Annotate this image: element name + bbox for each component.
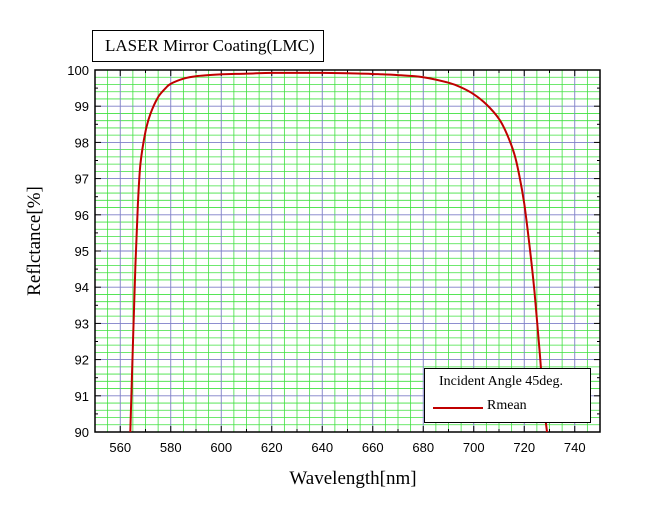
y-tick-label: 95 <box>75 244 89 259</box>
x-tick-label: 700 <box>463 440 485 455</box>
x-tick-label: 580 <box>160 440 182 455</box>
y-tick-label: 91 <box>75 389 89 404</box>
x-tick-label: 740 <box>564 440 586 455</box>
chart-title: LASER Mirror Coating(LMC) <box>92 30 324 62</box>
y-tick-label: 93 <box>75 316 89 331</box>
y-axis-label: Reflctance[%] <box>24 186 45 296</box>
y-tick-label: 90 <box>75 425 89 440</box>
y-tick-label: 97 <box>75 172 89 187</box>
x-tick-label: 720 <box>513 440 535 455</box>
legend: Incident Angle 45deg. Rmean <box>424 368 591 423</box>
y-tick-label: 98 <box>75 135 89 150</box>
legend-title: Incident Angle 45deg. <box>439 374 564 389</box>
x-tick-label: 620 <box>261 440 283 455</box>
x-tick-label: 600 <box>210 440 232 455</box>
y-tick-label: 92 <box>75 353 89 368</box>
y-tick-label: 99 <box>75 99 89 114</box>
x-tick-label: 680 <box>412 440 434 455</box>
legend-swatch-rmean <box>433 407 483 409</box>
y-tick-label: 100 <box>67 63 89 78</box>
x-axis-label: Wavelength[nm] <box>289 468 416 489</box>
y-tick-label: 96 <box>75 208 89 223</box>
x-tick-label: 640 <box>311 440 333 455</box>
y-tick-label: 94 <box>75 280 89 295</box>
x-tick-label: 660 <box>362 440 384 455</box>
legend-label-rmean: Rmean <box>487 398 527 413</box>
series-line-rmean <box>129 71 548 433</box>
series-lines <box>129 71 548 433</box>
x-tick-label: 560 <box>109 440 131 455</box>
